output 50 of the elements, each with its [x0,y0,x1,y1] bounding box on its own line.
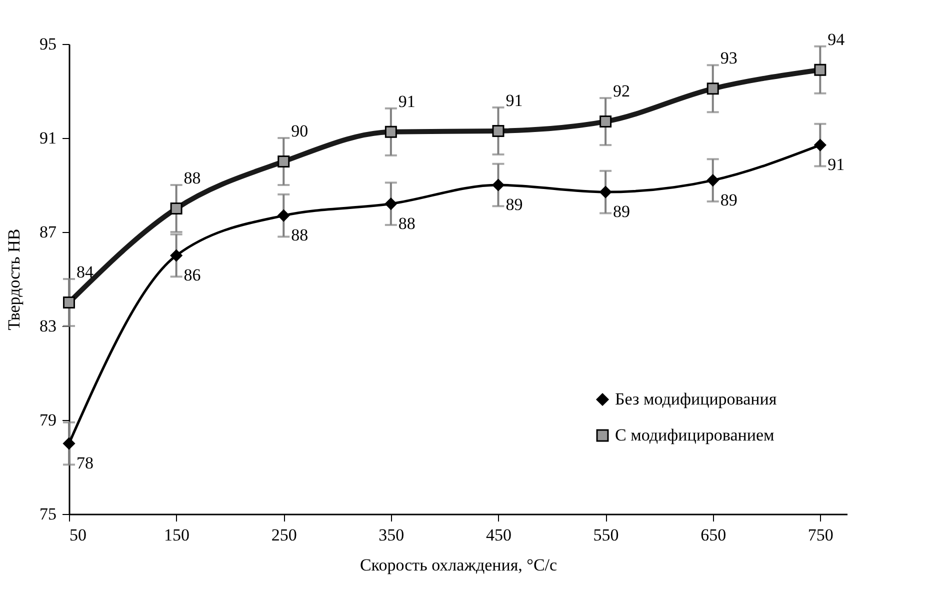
legend-label: С модифицированием [615,426,774,444]
point [170,250,182,262]
data-label: 91 [398,92,416,111]
point [63,438,75,450]
data-label: 91 [828,155,845,174]
x-axis-title: Скорость охлаждения, °C/с [360,556,558,574]
point [814,64,826,76]
x-tick-label: 350 [378,526,404,544]
y-axis-title: Твердость HB [4,228,24,330]
point [384,198,397,210]
data-label: 89 [506,195,523,214]
point [63,296,75,308]
point [600,116,612,128]
data-label: 93 [720,48,738,68]
data-label: 84 [76,262,94,282]
data-label: 91 [506,90,523,110]
y-tick-label: 75 [40,504,56,524]
point [278,210,290,222]
point [706,82,719,95]
data-label: 78 [76,454,94,472]
point [814,139,826,152]
y-tick-label: 91 [40,128,56,148]
data-label: 94 [828,30,846,49]
y-tick-label: 95 [40,34,56,54]
point [492,124,504,137]
data-label: 89 [613,202,630,222]
y-tick-label: 83 [40,316,56,336]
y-tick-label: 79 [40,410,56,430]
point [600,186,612,198]
data-label: 88 [398,214,416,233]
point [170,202,182,214]
data-label: 89 [720,190,738,210]
x-tick-label: 650 [700,526,726,544]
y-tick-label: 87 [40,222,57,242]
data-label: 92 [613,82,630,101]
data-label: 88 [291,226,308,245]
point [384,126,397,138]
point [278,156,290,168]
x-tick-label: 550 [593,526,619,544]
point [706,174,719,186]
legend-label: Без модифицирования [615,390,777,408]
data-label: 86 [184,266,201,284]
x-tick-label: 150 [164,526,190,544]
x-tick-label: 50 [70,526,86,544]
x-tick-label: 250 [271,526,297,544]
x-tick-label: 450 [486,526,512,544]
data-label: 88 [184,168,201,188]
point [492,179,504,191]
data-label: 90 [291,122,308,140]
x-tick-label: 750 [808,526,834,544]
